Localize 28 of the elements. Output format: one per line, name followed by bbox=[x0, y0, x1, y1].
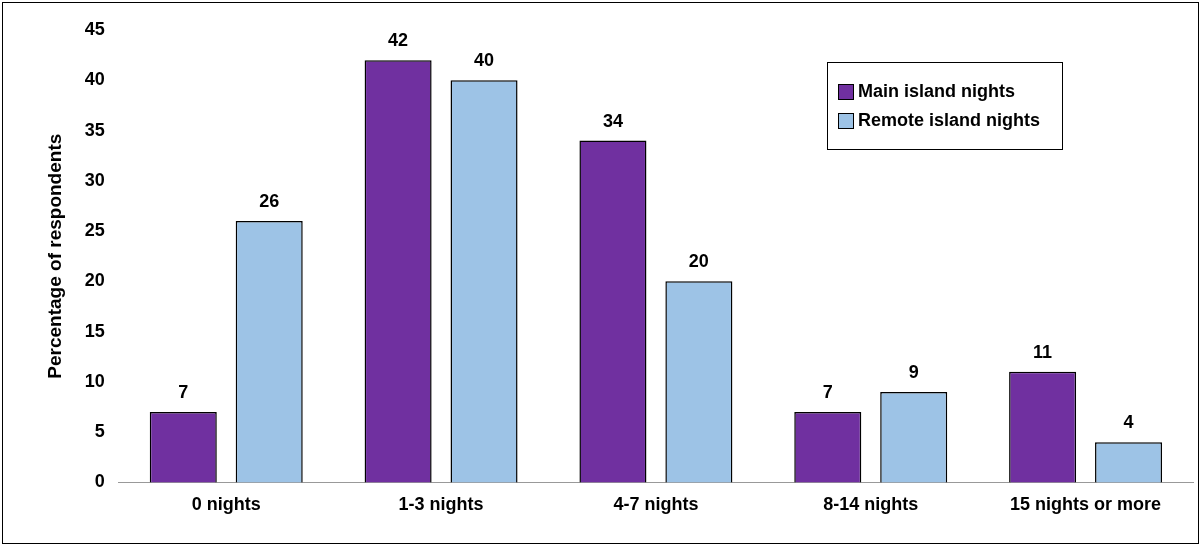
x-tick-label: 1-3 nights bbox=[398, 494, 484, 515]
y-tick-label: 25 bbox=[84, 220, 105, 241]
y-tick-label: 10 bbox=[84, 370, 105, 391]
y-tick-label: 35 bbox=[84, 119, 105, 140]
y-tick-label: 20 bbox=[84, 270, 105, 291]
y-tick-label: 40 bbox=[84, 69, 105, 90]
data-label: 11 bbox=[1033, 341, 1053, 362]
legend-label: Remote island nights bbox=[857, 110, 1040, 131]
data-label: 4 bbox=[1123, 412, 1134, 433]
legend-label: Main island nights bbox=[857, 81, 1015, 102]
data-label: 7 bbox=[822, 382, 833, 402]
x-tick-label: 4-7 nights bbox=[613, 494, 699, 515]
data-label: 40 bbox=[474, 50, 495, 71]
data-label: 20 bbox=[688, 251, 709, 272]
data-label: 26 bbox=[259, 190, 280, 211]
x-tick-label: 8-14 nights bbox=[823, 494, 919, 515]
y-tick-label: 30 bbox=[84, 169, 105, 190]
data-label: 9 bbox=[908, 361, 919, 382]
data-label: 34 bbox=[602, 110, 623, 131]
y-tick-label: 0 bbox=[94, 471, 105, 492]
y-tick-label: 45 bbox=[84, 18, 105, 39]
data-label: 7 bbox=[178, 382, 189, 402]
data-label: 42 bbox=[388, 30, 409, 51]
x-tick-label: 0 nights bbox=[191, 494, 261, 515]
y-tick-label: 5 bbox=[94, 421, 105, 442]
y-axis-title: Percentage of respondents bbox=[43, 133, 65, 379]
x-tick-label: 15 nights or more bbox=[1010, 494, 1162, 515]
y-tick-label: 15 bbox=[84, 320, 105, 341]
